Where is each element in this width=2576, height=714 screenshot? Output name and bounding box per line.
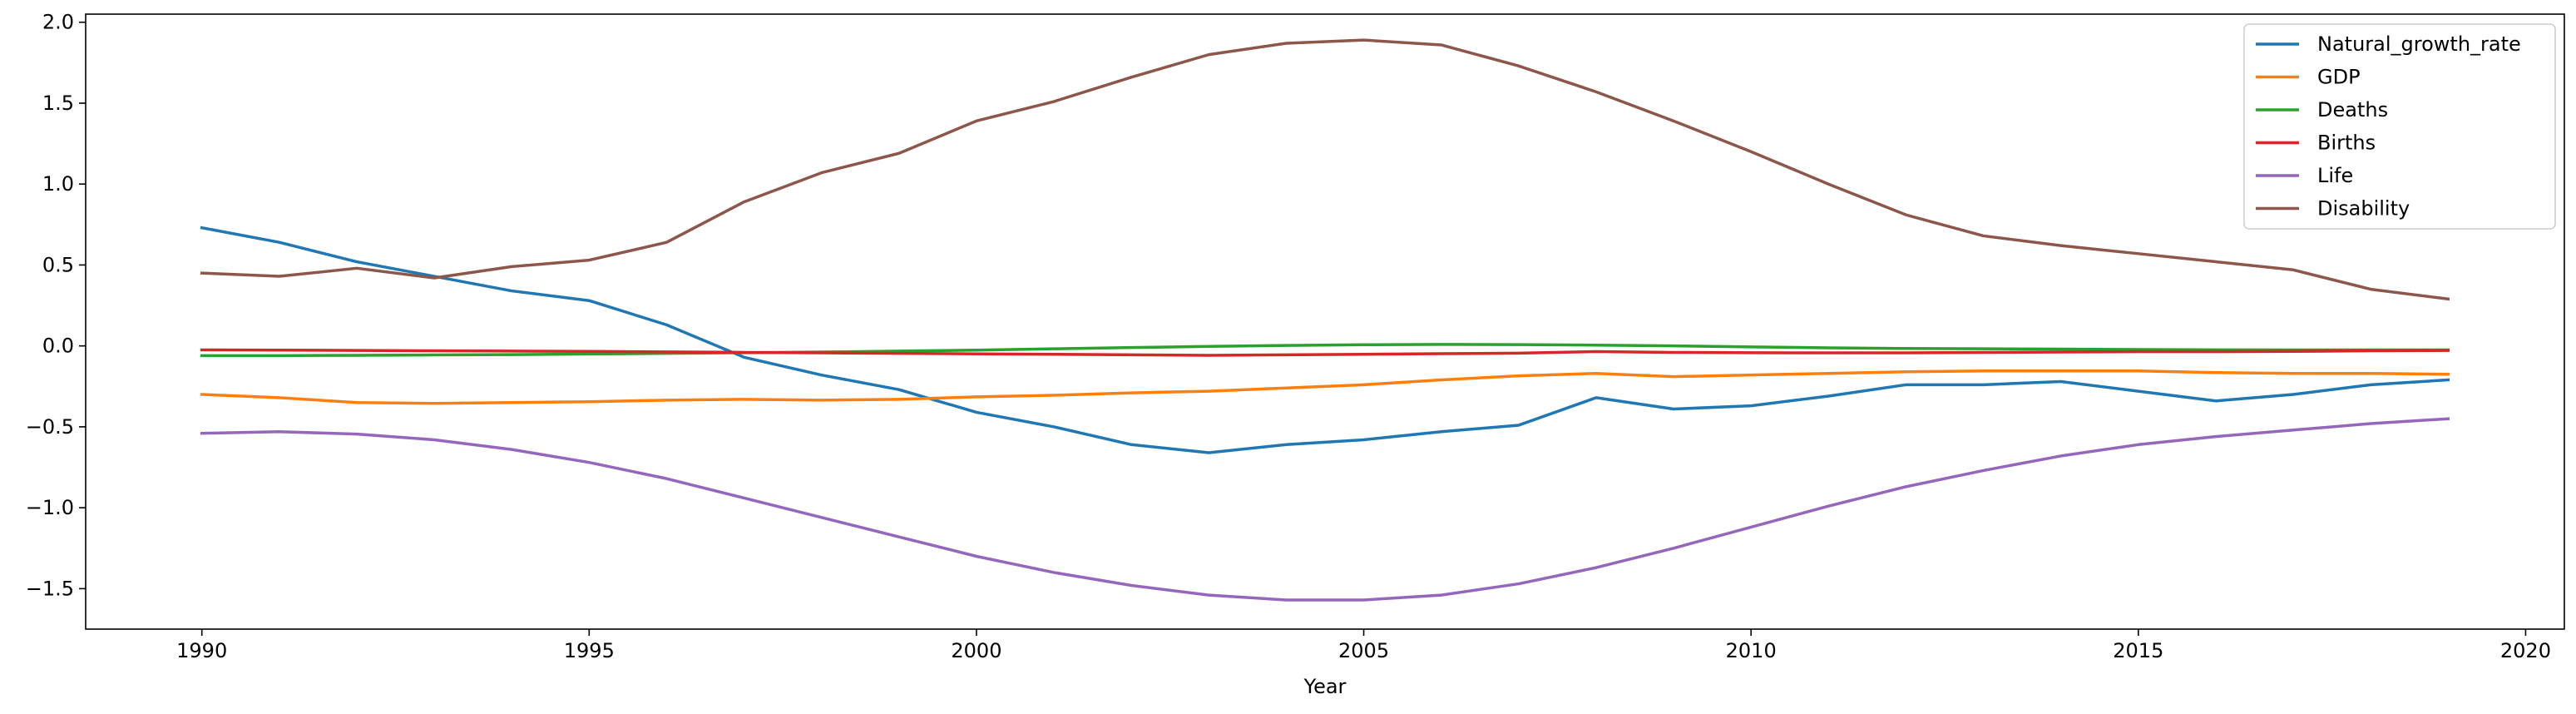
y-tick-label: −1.5 <box>26 577 74 600</box>
legend-label-life: Life <box>2317 164 2353 187</box>
series-line-natural-growth-rate <box>200 226 2450 454</box>
legend-label-disability: Disability <box>2317 197 2410 221</box>
legend-items: Natural_growth_rate GDP Deaths Births Life Di… <box>2256 32 2521 221</box>
y-tick-label: 2.0 <box>42 11 74 34</box>
y-tick-label: 1.5 <box>42 92 74 115</box>
legend-label-deaths: Deaths <box>2317 98 2388 121</box>
series-line-gdp <box>200 369 2450 405</box>
series-line-life <box>200 417 2450 602</box>
y-tick-label: −0.5 <box>26 415 74 439</box>
x-tick-label: 2000 <box>951 639 1001 662</box>
legend-label-gdp: GDP <box>2317 66 2361 89</box>
legend-label-natural-growth-rate: Natural_growth_rate <box>2317 32 2521 56</box>
x-tick-label: 2015 <box>2113 639 2163 662</box>
series-line-births <box>200 348 2450 357</box>
x-axis-title: Year <box>1303 675 1347 698</box>
x-tick-label: 2005 <box>1338 639 1389 662</box>
x-axis-ticks: 1990 1995 2000 2005 2010 2015 2020 <box>176 629 2551 662</box>
y-axis-ticks: −1.5 −1.0 −0.5 0.0 0.5 1.0 1.5 2.0 <box>26 11 86 600</box>
axes-frame <box>85 13 2565 630</box>
series-line-deaths <box>200 343 2450 358</box>
series-layer <box>200 38 2450 602</box>
x-tick-label: 2010 <box>1726 639 1777 662</box>
y-tick-label: −1.0 <box>26 496 74 519</box>
x-tick-label: 1990 <box>176 639 227 662</box>
legend: Natural_growth_rate GDP Deaths Births Life Di… <box>2243 23 2556 230</box>
legend-label-births: Births <box>2317 131 2376 155</box>
x-tick-label: 1995 <box>564 639 615 662</box>
series-line-disability <box>200 38 2450 301</box>
x-tick-label: 2020 <box>2500 639 2551 662</box>
y-tick-label: 1.0 <box>42 172 74 196</box>
y-tick-label: 0.0 <box>42 335 74 358</box>
y-tick-label: 0.5 <box>42 253 74 276</box>
legend-frame <box>2243 23 2556 230</box>
